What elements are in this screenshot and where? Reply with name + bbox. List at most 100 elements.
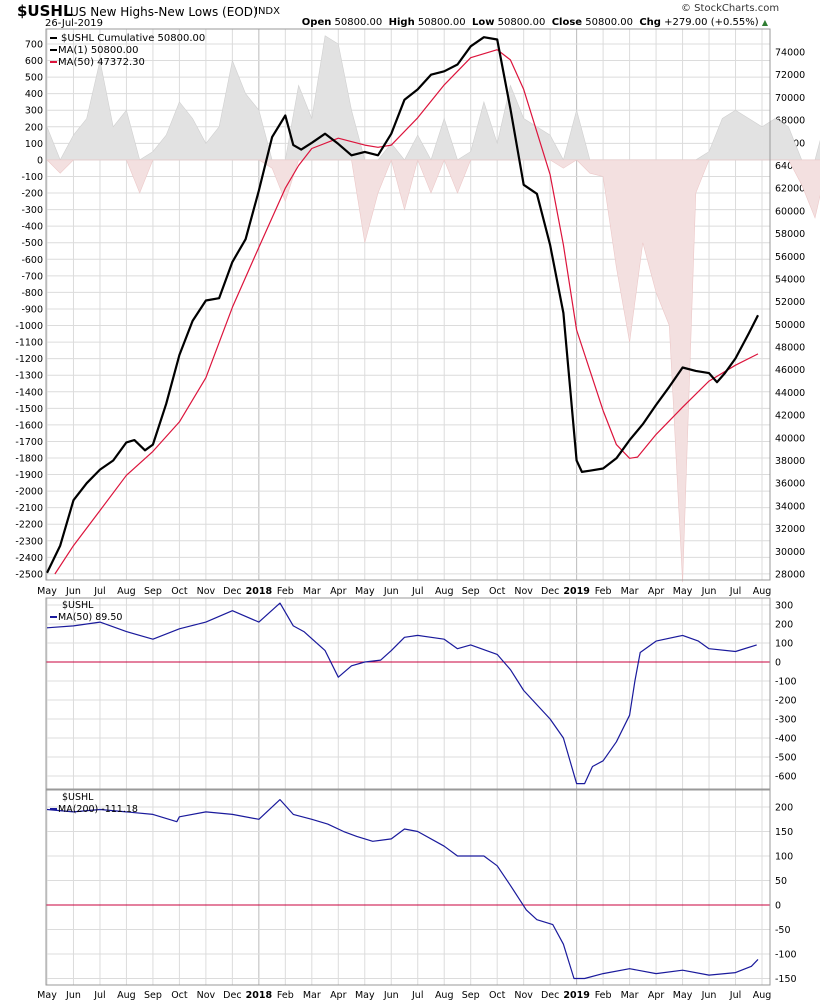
panel-border: [45, 28, 771, 581]
x-axis-month-label: Aug: [435, 586, 454, 597]
x-axis-month-label: Jul: [729, 586, 741, 597]
panel2-axis-tick-label: -300: [775, 715, 797, 726]
panel2-axis-tick-label: 200: [775, 620, 793, 631]
x-axis-month-label-bottom: Aug: [117, 990, 136, 1000]
x-axis-month-label: May: [355, 586, 375, 597]
left-axis-tick-label: 600: [25, 56, 43, 67]
ma50-line: [54, 49, 759, 575]
chart-date: 26-Jul-2019: [45, 18, 104, 29]
right-axis-tick-label: 72000: [775, 70, 805, 81]
left-axis-tick-label: -300: [21, 205, 43, 216]
low-label: Low: [471, 17, 495, 28]
right-axis-tick-label: 56000: [775, 252, 805, 263]
x-axis-month-label-bottom: Apr: [648, 990, 665, 1000]
legend-entry: MA(50) 47372.30: [58, 57, 145, 68]
right-axis-tick-label: 60000: [775, 206, 805, 217]
panel2-axis-tick-label: -100: [775, 677, 797, 688]
x-axis-month-label-bottom: Mar: [621, 990, 639, 1000]
right-axis-tick-label: 50000: [775, 320, 805, 331]
x-axis-month-label: Jun: [701, 586, 717, 597]
x-axis-month-label: 2018: [246, 586, 273, 597]
ohlc-readout: Open 50800.00 High 50800.00 Low 50800.00…: [302, 17, 768, 28]
x-axis-month-label-bottom: Jul: [411, 990, 423, 1000]
panel2-axis-tick-label: -400: [775, 734, 797, 745]
x-axis-month-label: Jun: [65, 586, 81, 597]
panel2-legend-entry: MA(50) 89.50: [58, 612, 122, 623]
left-axis-tick-label: -900: [21, 304, 43, 315]
x-axis-month-label: Feb: [595, 586, 612, 597]
x-axis-month-label: May: [37, 586, 57, 597]
cumulative-line: [46, 36, 759, 574]
panel2-axis-tick-label: 0: [775, 658, 781, 669]
chg-value: +279.00 (+0.55%): [664, 17, 759, 28]
x-axis-month-label: Aug: [753, 586, 772, 597]
left-axis-tick-label: -1600: [15, 420, 43, 431]
x-axis-month-label: Mar: [303, 586, 321, 597]
up-arrow-icon: ▲: [761, 18, 768, 27]
brand-logo[interactable]: © StockCharts.com: [681, 3, 780, 14]
x-axis-month-label-bottom: Aug: [753, 990, 772, 1000]
left-axis-tick-label: -1000: [15, 321, 43, 332]
panel3-axis-tick-label: 100: [775, 852, 793, 863]
x-axis-month-label-bottom: Feb: [595, 990, 612, 1000]
left-axis-tick-label: 100: [25, 139, 43, 150]
left-axis-tick-label: -2400: [15, 553, 43, 564]
panel3-axis-tick-label: -100: [775, 950, 797, 961]
chart-symbol: $USHL: [17, 2, 73, 20]
x-axis-month-label: Dec: [541, 586, 559, 597]
x-axis-month-label: Nov: [514, 586, 533, 597]
left-axis-tick-label: -1400: [15, 387, 43, 398]
right-axis-tick-label: 32000: [775, 524, 805, 535]
x-axis-month-label-bottom: Feb: [277, 990, 294, 1000]
left-axis-tick-label: -100: [21, 172, 43, 183]
x-axis-month-label-bottom: Jun: [383, 990, 399, 1000]
ma50-oscillator-line: [46, 602, 757, 785]
right-axis-tick-label: 44000: [775, 388, 805, 399]
right-axis-tick-label: 30000: [775, 547, 805, 558]
x-axis-month-label-bottom: May: [673, 990, 693, 1000]
x-axis-month-label: Jun: [383, 586, 399, 597]
x-axis-month-label-bottom: Jun: [65, 990, 81, 1000]
left-axis-tick-label: -600: [21, 255, 43, 266]
panel2-axis-tick-label: -200: [775, 696, 797, 707]
histogram-positive-area: [46, 35, 820, 161]
left-axis-tick-label: -700: [21, 271, 43, 282]
x-axis-month-label: Sep: [462, 586, 480, 597]
panel3-axis-tick-label: 0: [775, 901, 781, 912]
left-axis-tick-label: -1900: [15, 470, 43, 481]
x-axis-month-label: Nov: [197, 586, 216, 597]
left-axis-tick-label: -1800: [15, 454, 43, 465]
left-axis-tick-label: -1200: [15, 354, 43, 365]
panel2-legend-symbol: $USHL: [62, 600, 94, 611]
x-axis-month-label: Apr: [648, 586, 665, 597]
panel-border: [45, 597, 771, 790]
left-axis-tick-label: -2500: [15, 569, 43, 580]
right-axis-tick-label: 70000: [775, 93, 805, 104]
legend-entry: MA(1) 50800.00: [58, 45, 139, 56]
x-axis-month-label: Apr: [330, 586, 347, 597]
ma200-oscillator-line: [46, 798, 759, 980]
panel3-legend-entry: MA(200) -111.18: [58, 804, 138, 815]
x-axis-month-label: Jul: [93, 586, 105, 597]
left-axis-tick-label: -1500: [15, 404, 43, 415]
x-axis-month-label: May: [673, 586, 693, 597]
left-axis-tick-label: 400: [25, 89, 43, 100]
open-value: 50800.00: [334, 17, 383, 28]
chart-name: US New Highs-New Lows (EOD): [70, 5, 258, 19]
open-label: Open: [301, 17, 332, 28]
left-axis-tick-label: -1100: [15, 338, 43, 349]
left-axis-tick-label: -2100: [15, 503, 43, 514]
x-axis-month-label-bottom: Sep: [144, 990, 162, 1000]
x-axis-month-label: 2019: [563, 586, 589, 597]
right-axis-tick-label: 46000: [775, 365, 805, 376]
x-axis-month-label-bottom: Nov: [514, 990, 533, 1000]
right-axis-tick-label: 36000: [775, 479, 805, 490]
right-axis-tick-label: 64000: [775, 161, 805, 172]
x-axis-month-label: Oct: [489, 586, 506, 597]
right-axis-tick-label: 38000: [775, 456, 805, 467]
left-axis-tick-label: -1700: [15, 437, 43, 448]
panel3-axis-tick-label: 150: [775, 827, 793, 838]
panel2-axis-tick-label: -500: [775, 753, 797, 764]
panel-border: [45, 789, 771, 986]
